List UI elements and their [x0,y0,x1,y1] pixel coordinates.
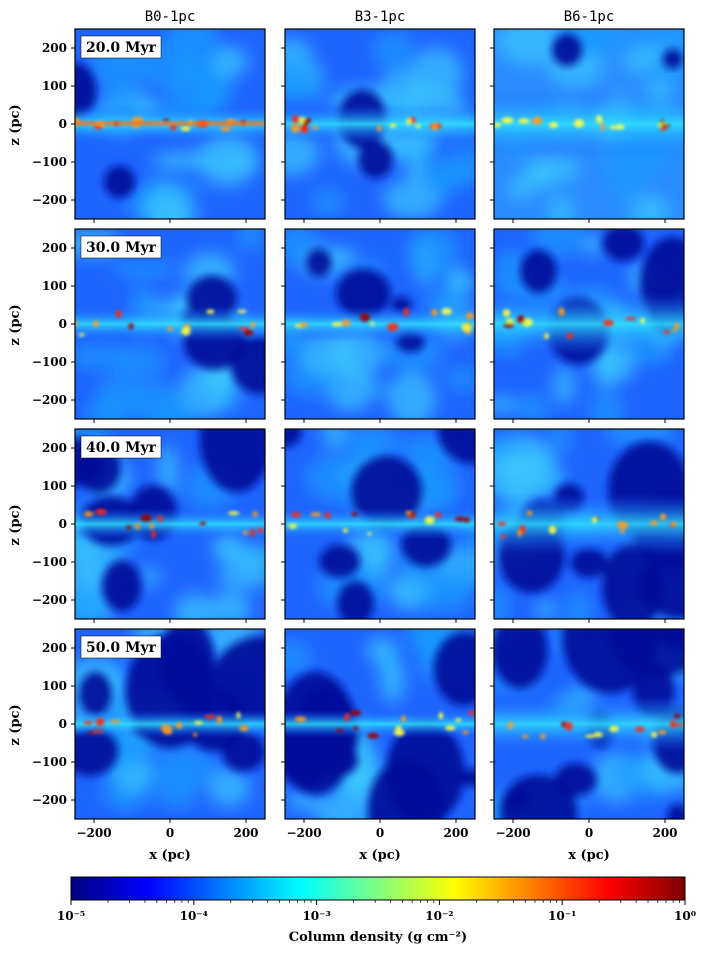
y-tick-label: −200 [32,193,67,207]
colorbar-tick-label: 10⁻² [425,909,453,923]
x-tick-label: −200 [76,826,111,840]
colorbar-tick-label: 10⁻¹ [548,909,576,923]
y-tick-label: 100 [42,679,67,693]
colorbar-tick-label: 10⁰ [674,909,696,923]
colorbar-label: Column density (g cm⁻²) [289,930,467,945]
x-tick-label: −200 [286,826,321,840]
y-tick-label: 0 [59,717,67,731]
y-tick-label: 200 [42,241,67,255]
panel-r1-c2 [281,28,476,223]
panel-r2-c3 [490,228,685,423]
y-tick-label: 0 [59,317,67,331]
y-tick-label: 100 [42,279,67,293]
colorbar-tick-label: 10⁻⁴ [180,909,208,923]
y-tick-label: 100 [42,479,67,493]
time-label-box: 20.0 Myr [80,35,162,59]
y-tick-label: −200 [32,393,67,407]
y-tick-label: 200 [42,641,67,655]
x-tick-label: 0 [585,826,593,840]
panel-r1-c1: 200 100 0 −100 −200 20.0 Myr [32,28,266,223]
y-tick-label: 0 [59,117,67,131]
x-tick-label: 200 [652,826,677,840]
column-title-b6: B6-1pc [564,9,615,25]
panel-r3-c2 [281,428,476,623]
column-title-b3: B3-1pc [355,9,406,25]
x-axis-label-col2: x (pc) [359,848,401,863]
x-tick-label: −200 [495,826,530,840]
x-axis-label-col1: x (pc) [149,848,191,863]
y-tick-label: −100 [32,555,67,569]
y-tick-label: −200 [32,793,67,807]
y-tick-label: 100 [42,79,67,93]
y-tick-label: 200 [42,441,67,455]
panel-r4-c1: 200 100 0 −100 −200 50.0 Myr −200 0 200 [32,628,266,840]
colorbar-tick-label: 10⁻³ [302,909,330,923]
column-title-b0: B0-1pc [145,9,196,25]
time-label: 30.0 Myr [86,240,157,256]
time-label-box: 30.0 Myr [80,235,162,259]
y-tick-label: 0 [59,517,67,531]
y-tick-label: −100 [32,755,67,769]
panel-r1-c3 [490,28,685,223]
colorbar-ticks: 10⁻⁵ 10⁻⁴ 10⁻³ 10⁻² 10⁻¹ 10⁰ [57,900,696,923]
time-label-box: 50.0 Myr [80,635,162,659]
y-tick-label: −100 [32,355,67,369]
time-label: 20.0 Myr [86,40,157,56]
x-tick-label: 200 [233,826,258,840]
x-tick-label: 0 [166,826,174,840]
x-tick-label: 200 [443,826,468,840]
panel-r2-c1: 200 100 0 −100 −200 30.0 Myr [32,228,266,423]
time-label: 50.0 Myr [86,640,157,656]
panel-r3-c1: 200 100 0 −100 −200 40.0 Myr [32,428,266,623]
colorbar [70,876,686,901]
y-axis-label-row4: z (pc) [8,704,23,745]
x-axis-label-col3: x (pc) [568,848,610,863]
y-tick-label: 200 [42,41,67,55]
x-tick-label: 0 [376,826,384,840]
panels-layer: 200 100 0 −100 −200 20.0 Myr 200 100 0 −100 −200 30… [32,28,685,840]
panel-r4-c2: −200 0 200 [281,628,476,840]
y-axis-label-row3: z (pc) [8,504,23,545]
y-axis-label-row2: z (pc) [8,304,23,345]
colorbar-tick-label: 10⁻⁵ [57,909,85,923]
y-tick-label: −100 [32,155,67,169]
time-label: 40.0 Myr [86,440,157,456]
panel-r2-c2 [281,228,476,423]
panel-r3-c3 [490,428,685,623]
time-label-box: 40.0 Myr [80,435,162,459]
y-tick-label: −200 [32,593,67,607]
y-axis-label-row1: z (pc) [8,104,23,145]
panel-r4-c3: −200 0 200 [490,628,685,840]
